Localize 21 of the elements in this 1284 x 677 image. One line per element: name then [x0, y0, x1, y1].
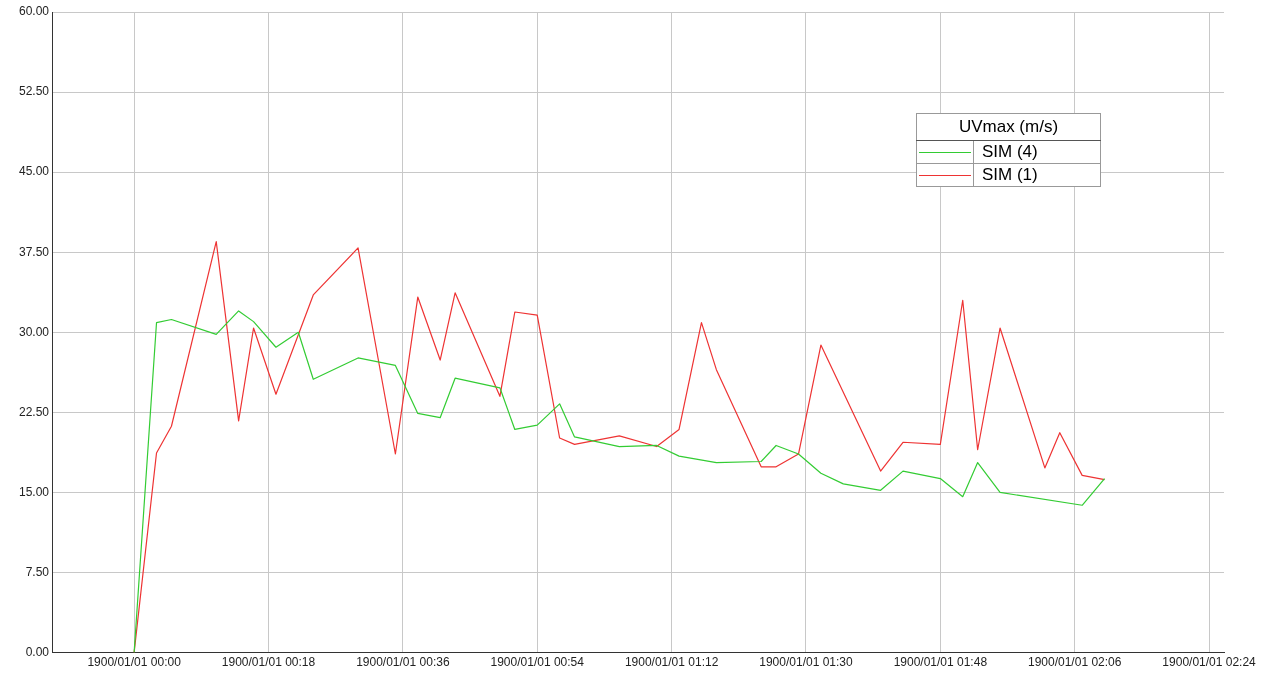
y-tick-label: 37.50: [18, 244, 50, 259]
x-tick-label: 1900/01/01 02:24: [1162, 655, 1257, 670]
x-tick-label: 1900/01/01 01:30: [759, 655, 853, 670]
y-tick-label: 0.00: [25, 644, 50, 659]
x-tick-label: 1900/01/01 01:48: [893, 655, 988, 670]
y-tick-label: 15.00: [18, 484, 50, 499]
x-tick-label: 1900/01/01 01:12: [624, 655, 719, 670]
y-tick-label: 60.00: [18, 4, 50, 19]
x-tick-label: 1900/01/01 00:54: [490, 655, 585, 670]
x-tick-label: 1900/01/01 00:00: [87, 655, 182, 670]
x-tick-label: 1900/01/01 00:18: [221, 655, 316, 670]
y-tick-label: 22.50: [18, 404, 50, 419]
y-tick-label: 30.00: [18, 324, 50, 339]
x-tick-label: 1900/01/01 00:36: [356, 655, 450, 670]
legend-label: SIM (4): [973, 140, 1101, 164]
legend-label: SIM (1): [973, 163, 1101, 187]
x-tick-label: 1900/01/01 02:06: [1027, 655, 1122, 670]
y-tick-label: 7.50: [25, 564, 50, 579]
legend-title: UVmax (m/s): [916, 113, 1101, 141]
y-tick-label: 52.50: [18, 84, 50, 99]
y-tick-label: 45.00: [18, 164, 50, 179]
